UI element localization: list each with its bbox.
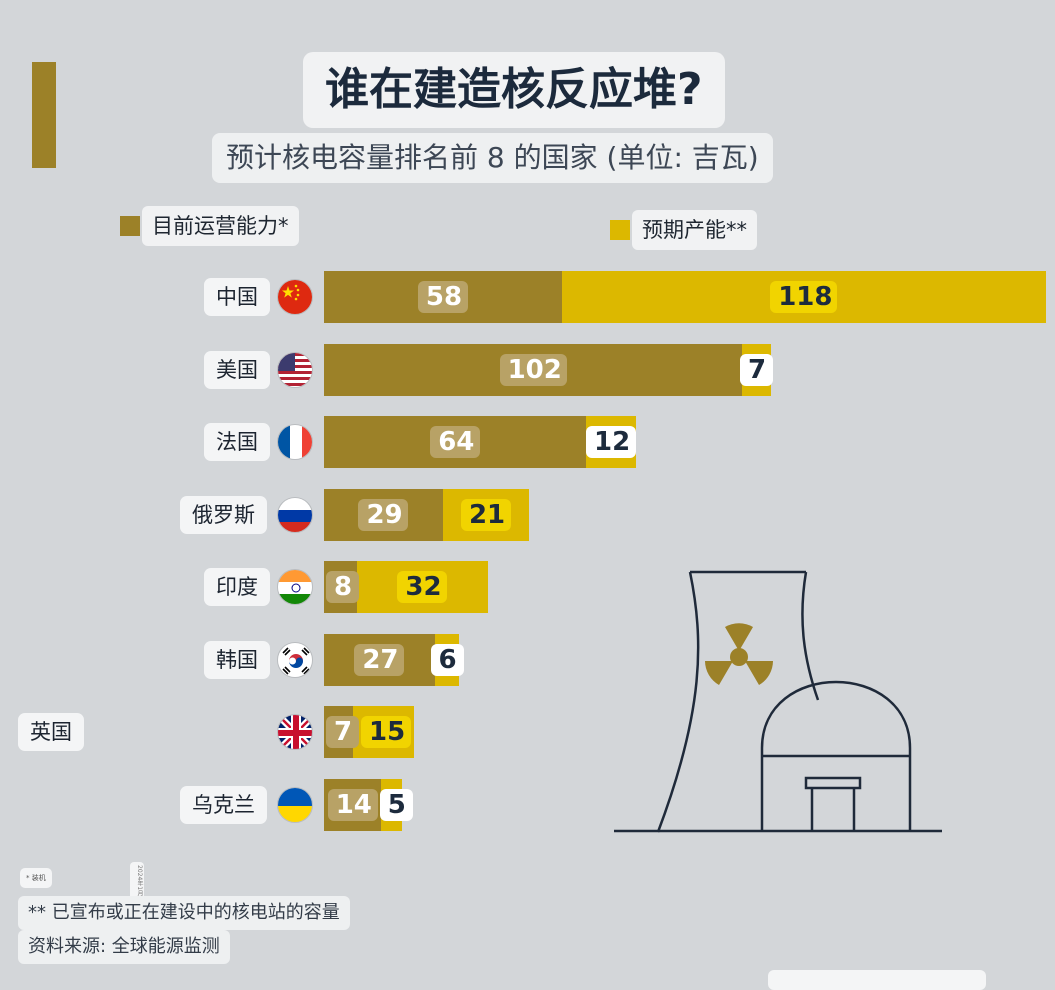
legend-expected-swatch — [610, 220, 630, 240]
value-expected-2: 12 — [586, 426, 636, 458]
country-label-7: 乌克兰 — [180, 785, 267, 824]
us-flag-icon — [277, 351, 313, 388]
value-expected-4: 32 — [397, 571, 448, 603]
legend-current-swatch — [120, 216, 140, 236]
country-label-1: 美国 — [204, 350, 270, 389]
legend-current-label: 目前运营能力* — [142, 206, 299, 246]
country-label-4: 印度 — [204, 568, 270, 606]
gb-flag-icon — [277, 714, 313, 750]
note-date: 2024年1月 — [130, 862, 144, 900]
nuclear-plant-icon — [614, 570, 942, 833]
value-expected-1: 7 — [740, 353, 774, 386]
ua-flag-icon — [277, 786, 313, 823]
chart-title: 谁在建造核反应堆? — [303, 52, 725, 128]
note-expected: ** 已宣布或正在建设中的核电站的容量 — [18, 896, 350, 930]
kr-flag-icon — [277, 641, 313, 678]
value-current-6: 7 — [326, 716, 359, 748]
value-current-4: 8 — [326, 571, 359, 603]
value-expected-0: 118 — [770, 281, 838, 313]
value-current-0: 58 — [417, 281, 468, 313]
country-label-6: 英国 — [18, 713, 84, 751]
country-label-0: 中国 — [204, 278, 270, 316]
radiation-symbol-icon — [705, 623, 773, 685]
in-flag-icon — [277, 569, 313, 605]
chart-subtitle: 预计核电容量排名前 8 的国家 (单位: 吉瓦) — [212, 133, 773, 183]
value-current-1: 102 — [499, 353, 567, 386]
country-label-3: 俄罗斯 — [180, 495, 267, 534]
fr-flag-icon — [277, 424, 313, 460]
bottom-box — [768, 970, 986, 990]
accent-bar — [32, 62, 56, 168]
value-expected-3: 21 — [460, 498, 511, 531]
legend-expected-label: 预期产能** — [632, 210, 757, 250]
value-current-5: 27 — [354, 643, 405, 676]
value-current-7: 14 — [327, 788, 378, 821]
legend-current: 目前运营能力* — [120, 206, 299, 246]
note-source: 资料来源: 全球能源监测 — [18, 930, 230, 964]
note-tiny: * 装机 — [20, 868, 52, 888]
country-label-5: 韩国 — [204, 640, 270, 679]
value-expected-5: 6 — [430, 643, 464, 676]
value-expected-6: 15 — [361, 716, 411, 748]
value-expected-7: 5 — [379, 788, 413, 821]
legend-expected: 预期产能** — [610, 210, 757, 250]
cn-flag-icon — [277, 279, 313, 315]
ru-flag-icon — [277, 496, 313, 533]
value-current-3: 29 — [358, 498, 409, 531]
country-label-2: 法国 — [204, 423, 270, 461]
value-current-2: 64 — [430, 426, 481, 458]
